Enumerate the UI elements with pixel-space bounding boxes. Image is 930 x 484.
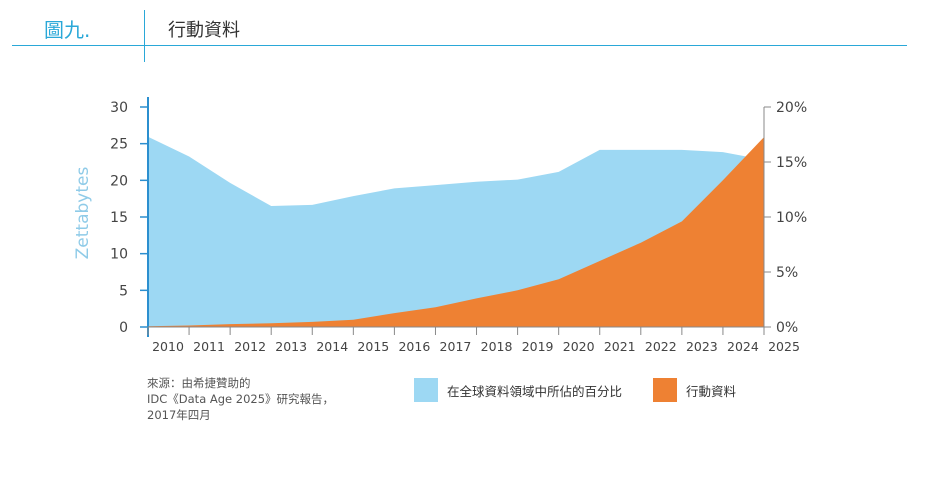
figure-title: 行動資料 xyxy=(168,20,240,41)
x-tick-label-11: 2021 xyxy=(604,339,636,354)
source-line: 來源：由希捷贊助的 xyxy=(147,376,251,390)
area-series-1 xyxy=(148,137,764,327)
source-line: IDC《Data Age 2025》研究報告， xyxy=(147,392,335,406)
x-tick-label-4: 2014 xyxy=(316,339,348,354)
y2-tick-label-0: 0% xyxy=(776,320,798,336)
x-tick-label-0: 2010 xyxy=(152,339,184,354)
legend-label-share: 在全球資料領域中所佔的百分比 xyxy=(447,383,623,399)
y2-tick-label-3: 15% xyxy=(776,155,807,171)
y-tick-label-4: 20 xyxy=(110,173,128,189)
y-tick-label-6: 30 xyxy=(110,100,128,116)
x-tick-label-10: 2020 xyxy=(563,339,595,354)
x-tick-label-3: 2013 xyxy=(275,339,307,354)
x-tick-label-2: 2012 xyxy=(234,339,266,354)
x-tick-label-15: 2025 xyxy=(768,339,800,354)
source-note: 來源：由希捷贊助的 IDC《Data Age 2025》研究報告， 2017年四… xyxy=(147,375,334,423)
legend-label-mobile: 行動資料 xyxy=(686,383,737,399)
header-rule xyxy=(12,45,907,46)
x-tick-label-12: 2022 xyxy=(645,339,677,354)
y-axis-title: Zettabytes xyxy=(73,167,93,260)
source-line: 2017年四月 xyxy=(147,408,211,422)
x-tick-label-1: 2011 xyxy=(193,339,225,354)
x-tick-label-9: 2019 xyxy=(522,339,554,354)
legend-swatch-share xyxy=(414,378,438,402)
y-tick-label-0: 0 xyxy=(119,320,128,336)
y2-tick-label-2: 10% xyxy=(776,210,807,226)
y2-tick-label-4: 20% xyxy=(776,100,807,116)
y-tick-label-3: 15 xyxy=(110,210,128,226)
y-tick-label-1: 5 xyxy=(119,283,128,299)
x-tick-label-5: 2015 xyxy=(357,339,389,354)
x-tick-label-8: 2018 xyxy=(481,339,513,354)
x-tick-label-7: 2017 xyxy=(440,339,472,354)
x-tick-label-6: 2016 xyxy=(398,339,430,354)
x-tick-label-13: 2023 xyxy=(686,339,718,354)
y-tick-label-5: 25 xyxy=(110,137,128,153)
x-tick-label-14: 2024 xyxy=(727,339,759,354)
figure-label: 圖九. xyxy=(44,18,91,42)
header-divider xyxy=(144,10,145,62)
y-tick-label-2: 10 xyxy=(110,247,128,263)
legend-swatch-mobile xyxy=(653,378,677,402)
legend-item-share: 在全球資料領域中所佔的百分比 xyxy=(414,378,622,402)
legend-item-mobile: 行動資料 xyxy=(653,378,736,402)
y2-tick-label-1: 5% xyxy=(776,265,798,281)
